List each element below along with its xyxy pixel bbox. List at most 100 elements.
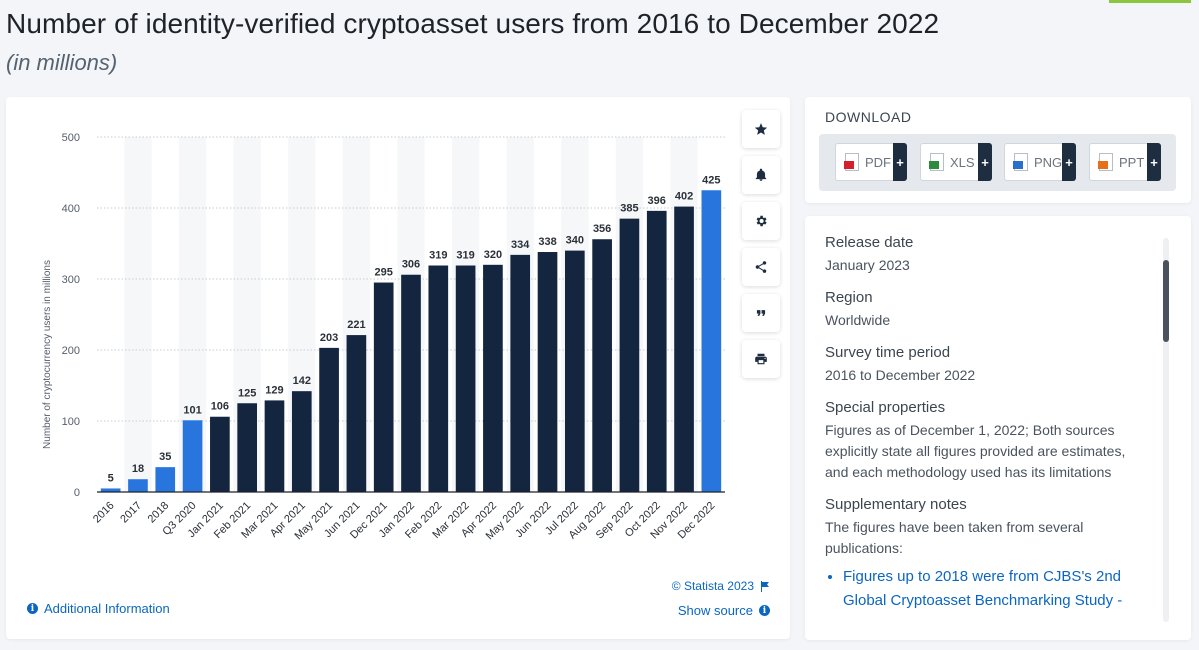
column-band [124, 137, 152, 492]
download-title: DOWNLOAD [825, 109, 912, 125]
info-icon: i [759, 605, 770, 616]
bar [646, 210, 667, 492]
additional-info-link[interactable]: i Additional Information [27, 601, 170, 616]
metadata-scrollbar[interactable] [1163, 238, 1169, 622]
download-pdf-label: PDF [865, 154, 891, 170]
download-png-label: PNG [1034, 154, 1063, 170]
show-source-link[interactable]: Show source i [678, 603, 770, 618]
download-ppt-label: PPT [1119, 154, 1145, 170]
bar [373, 282, 394, 492]
y-tick-label: 500 [62, 132, 80, 144]
data-label: 334 [511, 239, 530, 251]
chart-card: 0 100 200 300 400 500 Number of cryptocurrency… [6, 97, 790, 639]
page-title: Number of identity-verified cryptoasset … [6, 8, 940, 39]
bar-chart: 0 100 200 300 400 500 Number of cryptocurrency… [42, 132, 725, 542]
notes-list: Figures up to 2018 were from CJBS's 2nd … [843, 565, 1141, 613]
bell-icon [755, 168, 767, 181]
copyright-link[interactable]: © Statista 2023 [672, 579, 770, 593]
bar [428, 265, 449, 492]
data-label: 340 [566, 235, 584, 247]
supplementary-notes-label: Supplementary notes [825, 496, 967, 513]
region-value: Worldwide [825, 312, 891, 328]
bar [455, 265, 476, 492]
xls-file-icon [929, 153, 944, 171]
y-tick-label: 300 [62, 274, 80, 286]
favorite-button[interactable] [742, 110, 780, 148]
data-label: 142 [293, 375, 311, 387]
bar [619, 218, 640, 492]
data-label: 402 [675, 191, 693, 203]
print-button[interactable] [742, 340, 780, 378]
plus-icon: + [1062, 143, 1076, 181]
bar [510, 254, 531, 492]
x-tick-label: 2016 [91, 500, 117, 526]
bar [537, 252, 558, 492]
data-label: 129 [265, 384, 283, 396]
data-label: 319 [429, 250, 447, 262]
download-png-button[interactable]: PNG + [1004, 143, 1076, 181]
bar [210, 416, 230, 492]
info-icon: i [27, 603, 38, 614]
quote-icon [756, 310, 766, 316]
plus-icon: + [1147, 143, 1161, 181]
share-icon [755, 261, 767, 273]
bar [291, 391, 312, 492]
data-label: 396 [648, 195, 666, 207]
data-label: 35 [159, 451, 171, 463]
release-date-value: January 2023 [825, 257, 910, 273]
data-label: 125 [238, 387, 256, 399]
data-label: 18 [132, 463, 144, 475]
additional-info-label: Additional Information [44, 601, 170, 616]
data-label: 203 [320, 332, 338, 344]
download-ppt-button[interactable]: PPT + [1089, 143, 1161, 181]
share-button[interactable] [742, 248, 780, 286]
star-icon [754, 123, 768, 135]
bar [564, 250, 585, 492]
metadata-content: Release date January 2023 Region Worldwi… [825, 234, 1141, 613]
bar [483, 264, 503, 492]
survey-period-label: Survey time period [825, 344, 951, 361]
data-label: 338 [538, 236, 556, 248]
metadata-panel: Release date January 2023 Region Worldwi… [805, 216, 1191, 640]
data-label: 101 [183, 404, 201, 416]
bar [100, 488, 121, 492]
data-label: 295 [375, 267, 393, 279]
notification-button[interactable] [742, 156, 780, 194]
print-icon [755, 353, 767, 365]
bar [237, 403, 258, 492]
png-file-icon [1013, 153, 1028, 171]
data-label: 385 [620, 203, 638, 215]
settings-button[interactable] [742, 202, 780, 240]
y-tick-label: 100 [62, 416, 80, 428]
bar [264, 400, 285, 492]
data-label: 356 [593, 223, 611, 235]
show-source-label: Show source [677, 603, 753, 618]
scrollbar-thumb[interactable] [1163, 260, 1169, 342]
bar [155, 467, 176, 492]
bar [319, 347, 339, 492]
plus-icon: + [978, 143, 992, 181]
copyright-label: © Statista 2023 [671, 579, 754, 593]
cite-button[interactable] [742, 294, 780, 332]
bar [128, 479, 148, 492]
data-label: 221 [347, 319, 365, 331]
ppt-file-icon [1098, 153, 1113, 171]
notes-list-item[interactable]: Figures up to 2018 were from CJBS's 2nd … [843, 565, 1141, 613]
data-label: 306 [402, 259, 420, 271]
bar [674, 206, 694, 492]
release-date-label: Release date [825, 234, 914, 251]
download-panel: DOWNLOAD PDF + XLS + PNG + PPT + [805, 97, 1191, 203]
data-label: 5 [108, 472, 114, 484]
flag-icon [761, 580, 769, 592]
y-axis-label: Number of cryptocurrency users in millio… [42, 260, 53, 449]
bar [592, 239, 612, 492]
special-properties-value: Figures as of December 1, 2022; Both sou… [825, 422, 1126, 480]
region-label: Region [825, 289, 873, 306]
data-label: 320 [484, 249, 502, 261]
bar [701, 190, 722, 492]
download-pdf-button[interactable]: PDF + [835, 143, 907, 181]
plus-icon: + [893, 143, 907, 181]
download-xls-button[interactable]: XLS + [920, 143, 992, 181]
pdf-file-icon [844, 153, 859, 171]
supplementary-notes-value: The figures have been taken from several… [825, 519, 1084, 556]
